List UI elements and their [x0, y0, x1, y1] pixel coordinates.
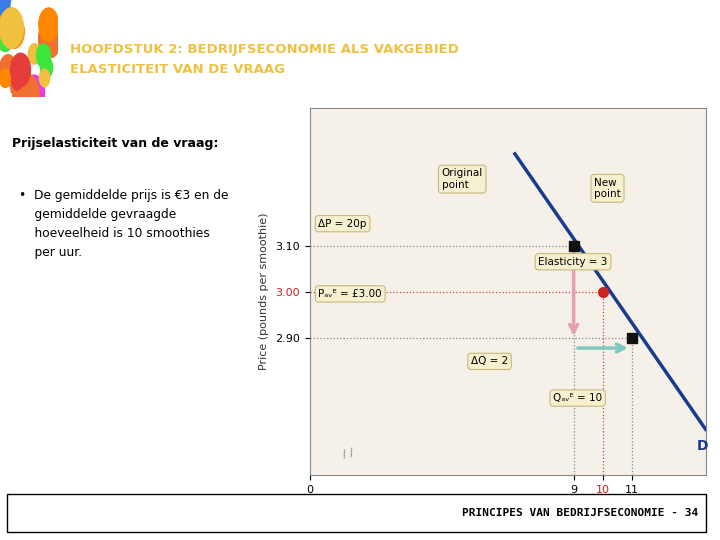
Circle shape [0, 0, 22, 23]
Text: Pₐᵥᴱ = £3.00: Pₐᵥᴱ = £3.00 [318, 289, 382, 299]
Circle shape [28, 44, 40, 64]
Text: Original
point: Original point [441, 168, 483, 190]
Circle shape [37, 44, 50, 68]
Text: Elasticity = 3: Elasticity = 3 [539, 256, 608, 267]
Circle shape [0, 55, 17, 83]
FancyBboxPatch shape [7, 494, 706, 532]
Circle shape [12, 72, 22, 90]
Circle shape [11, 53, 30, 86]
Circle shape [13, 73, 40, 118]
Text: •  De gemiddelde prijs is €3 en de
    gemiddelde gevraagde
    hoeveelheid is 1: • De gemiddelde prijs is €3 en de gemidd… [19, 189, 228, 259]
Circle shape [12, 0, 35, 26]
Circle shape [10, 0, 33, 24]
Text: PRINCIPES VAN BEDRIJFSECONOMIE - 34: PRINCIPES VAN BEDRIJFSECONOMIE - 34 [462, 508, 698, 518]
Text: Prijselasticiteit van de vraag:: Prijselasticiteit van de vraag: [12, 137, 219, 150]
Circle shape [40, 57, 53, 78]
Text: D: D [697, 440, 708, 454]
Circle shape [0, 23, 14, 51]
Text: / /: / / [342, 447, 355, 460]
Text: New
point: New point [594, 178, 621, 199]
Circle shape [40, 69, 50, 87]
Text: ΔP = 20p: ΔP = 20p [318, 219, 366, 228]
Circle shape [0, 8, 24, 48]
Circle shape [39, 8, 58, 41]
Circle shape [0, 0, 9, 22]
X-axis label: Quantity (smoothies per hour) r: Quantity (smoothies per hour) r [419, 501, 596, 510]
Circle shape [39, 19, 61, 58]
Circle shape [0, 4, 17, 50]
Text: Qₐᵥᴱ = 10: Qₐᵥᴱ = 10 [553, 393, 602, 403]
Y-axis label: Price (pounds per smoothie): Price (pounds per smoothie) [259, 213, 269, 370]
Text: HOOFDSTUK 2: BEDRIJFSECONOMIE ALS VAKGEBIED: HOOFDSTUK 2: BEDRIJFSECONOMIE ALS VAKGEB… [71, 43, 459, 56]
Circle shape [24, 75, 45, 110]
Text: ELASTICITEIT VAN DE VRAAG: ELASTICITEIT VAN DE VRAAG [71, 63, 286, 76]
Circle shape [3, 66, 18, 92]
Circle shape [4, 13, 24, 49]
Circle shape [0, 69, 11, 87]
Circle shape [0, 78, 10, 111]
Text: ΔQ = 2: ΔQ = 2 [471, 356, 508, 366]
